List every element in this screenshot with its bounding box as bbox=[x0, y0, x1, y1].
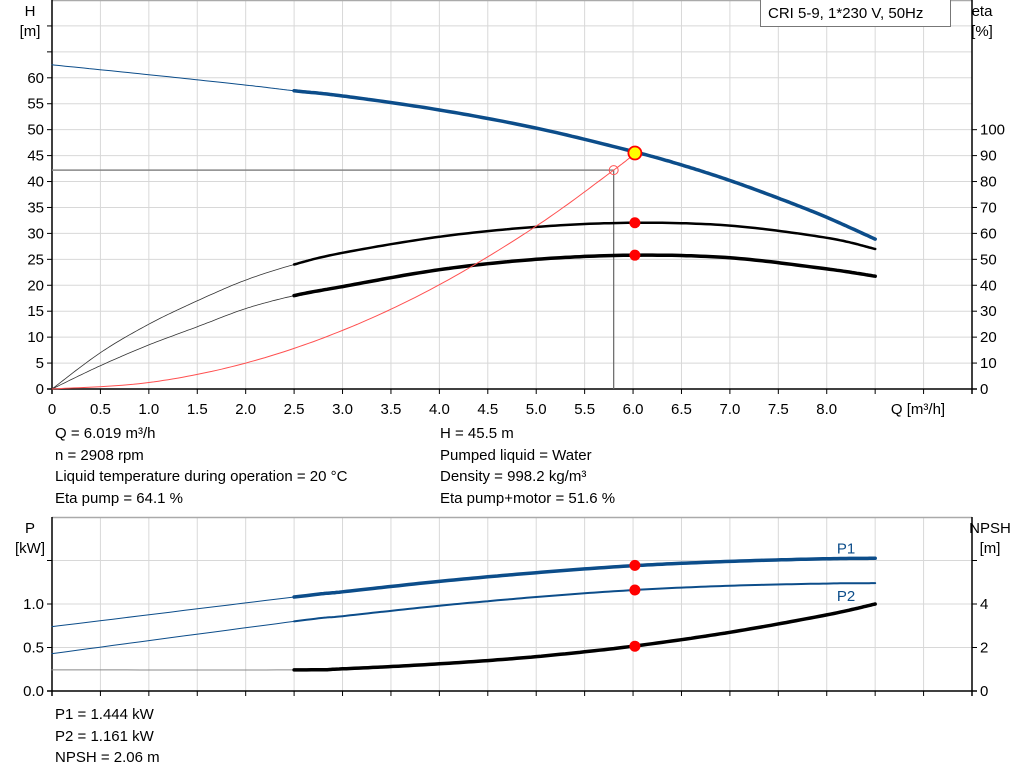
curve-P1-extrapolated bbox=[51, 596, 295, 628]
curve-NPSH bbox=[292, 602, 877, 672]
duty-marker-P1 bbox=[629, 559, 641, 571]
y-tick-label: 10 bbox=[27, 329, 44, 346]
series-label-P1: P1 bbox=[837, 540, 855, 557]
y-tick-label: 35 bbox=[27, 199, 44, 216]
y2-tick-label: 60 bbox=[980, 225, 997, 242]
x-tick-label: 7.5 bbox=[768, 401, 789, 418]
y2-tick-label: 10 bbox=[980, 355, 997, 372]
chart-title-box: CRI 5-9, 1*230 V, 50Hz bbox=[760, 0, 951, 27]
eta-pump-motor-duty-marker bbox=[629, 249, 641, 261]
y2-tick-label: 80 bbox=[980, 174, 997, 191]
x-tick-label: 2.5 bbox=[284, 401, 305, 418]
info-density: Density = 998.2 kg/m³ bbox=[440, 468, 587, 485]
y2-axis-label: NPSH bbox=[969, 520, 1011, 537]
system-curve bbox=[51, 153, 636, 390]
x-tick-label: 6.5 bbox=[671, 401, 692, 418]
y-tick-label: 15 bbox=[27, 303, 44, 320]
y2-tick-label: 70 bbox=[980, 199, 997, 216]
info-p1: P1 = 1.444 kW bbox=[55, 706, 154, 723]
eta-pump-duty-marker bbox=[629, 217, 641, 229]
y2-tick-label: 0 bbox=[980, 381, 988, 398]
x-tick-label: 5.5 bbox=[574, 401, 595, 418]
y-tick-label: 20 bbox=[27, 277, 44, 294]
info-npsh: NPSH = 2.06 m bbox=[55, 749, 160, 766]
x-tick-label: 5.0 bbox=[526, 401, 547, 418]
x-tick-label: 0 bbox=[48, 401, 56, 418]
y2-tick-label: 50 bbox=[980, 251, 997, 268]
y-tick-label: 55 bbox=[27, 96, 44, 113]
y-axis-unit: [m] bbox=[20, 23, 41, 40]
curve-H-extrapolated bbox=[51, 64, 295, 92]
x-tick-label: 3.5 bbox=[381, 401, 402, 418]
info-eta-pump-motor: Eta pump+motor = 51.6 % bbox=[440, 490, 616, 507]
y2-tick-label: 40 bbox=[980, 277, 997, 294]
y2-tick-label: 20 bbox=[980, 329, 997, 346]
curve-H bbox=[292, 89, 877, 241]
curve-P1 bbox=[292, 556, 877, 599]
y-axis-label: H bbox=[25, 3, 36, 20]
y2-tick-label: 30 bbox=[980, 303, 997, 320]
curve-P2 bbox=[293, 582, 877, 623]
y-axis-unit: [kW] bbox=[15, 540, 45, 557]
y2-tick-label: 0 bbox=[980, 683, 988, 700]
x-tick-label: 1.5 bbox=[187, 401, 208, 418]
y-tick-label: 40 bbox=[27, 174, 44, 191]
info-n: n = 2908 rpm bbox=[55, 447, 144, 464]
curve-eta_pump-extrapolated bbox=[51, 264, 295, 390]
y2-axis-label: eta bbox=[972, 3, 994, 20]
y-tick-label: 5 bbox=[36, 355, 44, 372]
x-tick-label: 1.0 bbox=[138, 401, 159, 418]
x-axis-label: Q [m³/h] bbox=[891, 401, 945, 418]
y2-axis-unit: [%] bbox=[971, 23, 993, 40]
curve-eta_pump bbox=[292, 221, 877, 266]
info-p2: P2 = 1.161 kW bbox=[55, 728, 154, 745]
duty-marker-P2 bbox=[629, 584, 641, 596]
x-tick-label: 7.0 bbox=[719, 401, 740, 418]
duty-marker-NPSH bbox=[629, 640, 641, 652]
info-h: H = 45.5 m bbox=[440, 425, 514, 442]
x-tick-label: 3.0 bbox=[332, 401, 353, 418]
y-tick-label: 30 bbox=[27, 225, 44, 242]
reference-point-marker bbox=[608, 165, 619, 176]
x-tick-label: 8.0 bbox=[816, 401, 837, 418]
chart-title: CRI 5-9, 1*230 V, 50Hz bbox=[768, 5, 924, 22]
x-tick-label: 4.0 bbox=[429, 401, 450, 418]
x-tick-label: 0.5 bbox=[90, 401, 111, 418]
info-temp: Liquid temperature during operation = 20… bbox=[55, 468, 348, 485]
curve-eta_pump_motor bbox=[292, 253, 877, 298]
y2-tick-label: 90 bbox=[980, 148, 997, 165]
series-label-P2: P2 bbox=[837, 588, 855, 605]
y-tick-label: 50 bbox=[27, 122, 44, 139]
y2-tick-label: 100 bbox=[980, 122, 1005, 139]
y-tick-label: 0.0 bbox=[23, 683, 44, 700]
y-tick-label: 0.5 bbox=[23, 640, 44, 657]
y-axis-label: P bbox=[25, 520, 35, 537]
info-liquid: Pumped liquid = Water bbox=[440, 447, 592, 464]
info-eta-pump: Eta pump = 64.1 % bbox=[55, 490, 183, 507]
x-tick-label: 6.0 bbox=[623, 401, 644, 418]
y2-tick-label: 4 bbox=[980, 596, 988, 613]
y-tick-label: 0 bbox=[36, 381, 44, 398]
y-tick-label: 25 bbox=[27, 251, 44, 268]
curve-P2-extrapolated bbox=[51, 620, 295, 655]
x-tick-label: 2.0 bbox=[235, 401, 256, 418]
info-q: Q = 6.019 m³/h bbox=[55, 425, 156, 442]
y2-tick-label: 2 bbox=[980, 640, 988, 657]
x-tick-label: 4.5 bbox=[477, 401, 498, 418]
y-tick-label: 60 bbox=[27, 70, 44, 87]
y-tick-label: 1.0 bbox=[23, 596, 44, 613]
duty-point-marker bbox=[627, 145, 643, 161]
y-tick-label: 45 bbox=[27, 148, 44, 165]
curve-eta_pump_motor-extrapolated bbox=[51, 295, 295, 390]
y2-axis-unit: [m] bbox=[980, 540, 1001, 557]
